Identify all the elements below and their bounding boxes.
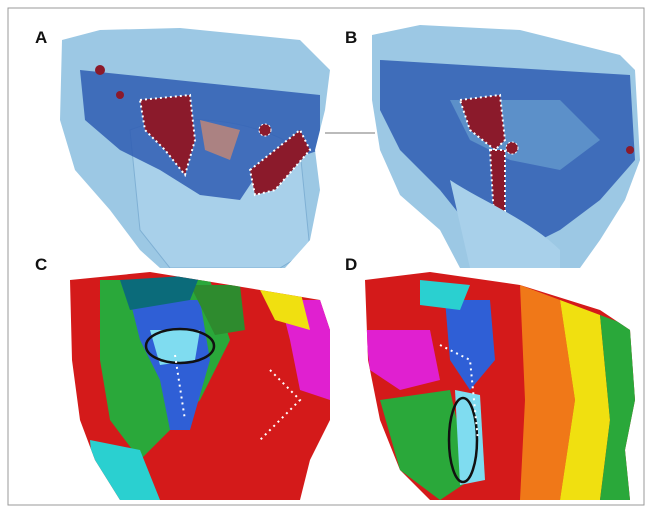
- panel-label: B: [345, 28, 357, 47]
- panel-a-image: [55, 20, 345, 280]
- panel-label: C: [35, 255, 47, 274]
- figure: A B C D: [0, 0, 652, 513]
- page: A B C D (() => { const data = JSON.parse…: [0, 0, 652, 513]
- panel-d-image: [360, 270, 640, 505]
- panel-c-image: [65, 270, 335, 505]
- panel-b-image: [365, 20, 650, 280]
- panel-label: A: [35, 28, 47, 47]
- panel-label: D: [345, 255, 357, 274]
